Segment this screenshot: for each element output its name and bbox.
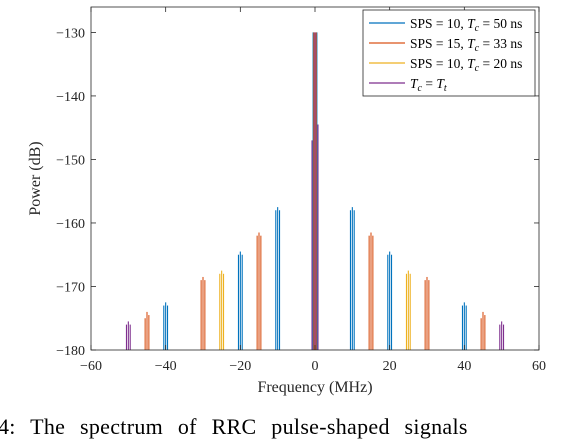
series-3 xyxy=(219,270,411,350)
x-tick-label: −60 xyxy=(80,359,102,374)
legend: SPS = 10, Tc = 50 ns SPS = 15, Tc = 33 ns… xyxy=(362,9,536,97)
x-tick-label: −40 xyxy=(155,359,177,374)
y-tick-label: −170 xyxy=(56,280,85,295)
legend-box xyxy=(362,9,536,97)
legend-label: SPS = 15, Tc = 33 ns xyxy=(410,36,522,54)
legend-label: SPS = 10, Tc = 50 ns xyxy=(410,16,522,34)
y-tick-label: −150 xyxy=(56,153,85,168)
x-tick-label: 0 xyxy=(312,359,319,374)
y-tick-label: −160 xyxy=(56,217,85,232)
y-tick-label: −130 xyxy=(56,26,85,41)
series-4 xyxy=(125,32,505,350)
legend-label: SPS = 10, Tc = 20 ns xyxy=(410,56,522,74)
series-2 xyxy=(144,32,486,350)
figure-caption: 4: The spectrum of RRC pulse-shaped sign… xyxy=(0,414,468,439)
x-tick-label: 40 xyxy=(457,359,471,374)
y-tick-label: −140 xyxy=(56,90,85,105)
y-axis-label: Power (dB) xyxy=(27,141,44,215)
x-tick-label: −20 xyxy=(229,359,251,374)
legend-label: Tc = Tt xyxy=(410,76,447,94)
axes: −60 −40 −20 0 20 40 60 −180 −170 −160 −150 −140 −130 xyxy=(56,6,546,374)
x-tick-label: 60 xyxy=(532,359,546,374)
x-tick-label: 20 xyxy=(383,359,397,374)
x-axis-label: Frequency (MHz) xyxy=(257,379,372,396)
plot-area xyxy=(125,32,505,350)
series-1 xyxy=(163,32,467,350)
y-tick-label: −180 xyxy=(56,344,85,359)
